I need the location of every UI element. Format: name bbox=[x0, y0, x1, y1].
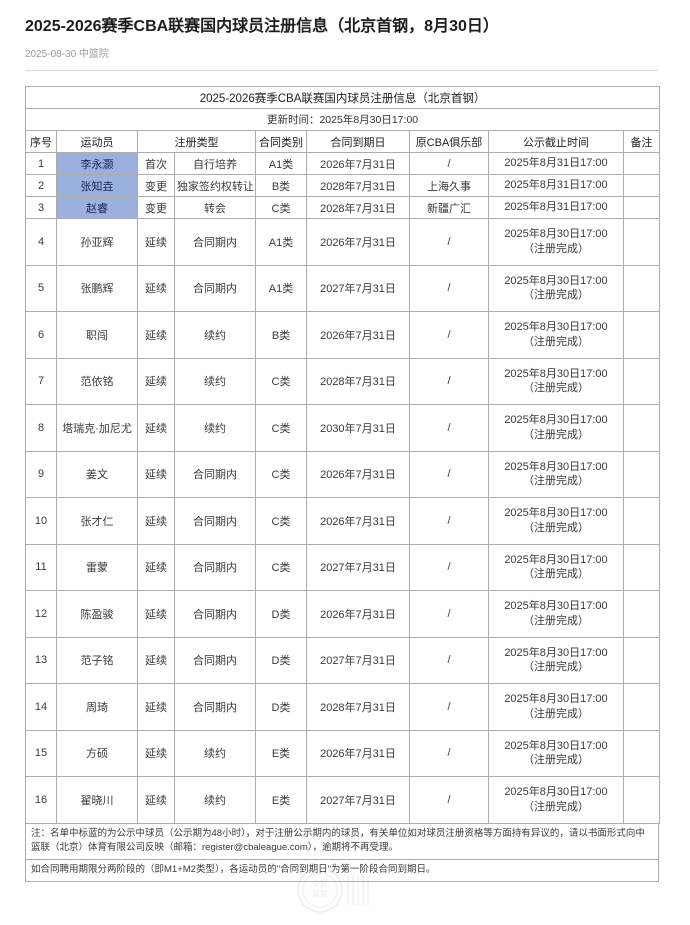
svg-text:联盟: 联盟 bbox=[313, 889, 328, 898]
